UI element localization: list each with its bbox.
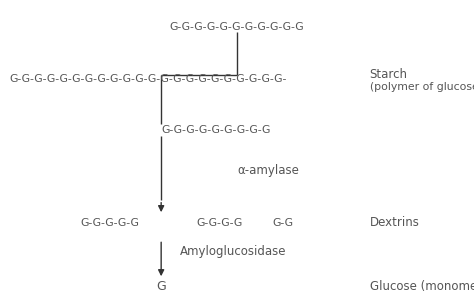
- Text: G-G: G-G: [273, 218, 293, 228]
- Text: G-G-G-G-G-G-G-G-G: G-G-G-G-G-G-G-G-G: [161, 125, 271, 135]
- Text: Dextrins: Dextrins: [370, 216, 419, 229]
- Text: α-amylase: α-amylase: [237, 164, 299, 177]
- Text: G: G: [156, 280, 166, 293]
- Text: Amyloglucosidase: Amyloglucosidase: [180, 245, 287, 258]
- Text: Starch: Starch: [370, 68, 408, 81]
- Text: G-G-G-G-G-G-G-G-G-G-G-G-G-G-G-G-G-G-G-G-G-G-: G-G-G-G-G-G-G-G-G-G-G-G-G-G-G-G-G-G-G-G-…: [9, 74, 287, 84]
- Text: Glucose (monomer): Glucose (monomer): [370, 280, 474, 293]
- Text: G-G-G-G-G-G-G-G-G-G-G: G-G-G-G-G-G-G-G-G-G-G: [170, 23, 304, 32]
- Text: G-G-G-G-G: G-G-G-G-G: [81, 218, 139, 228]
- Text: (polymer of glucose): (polymer of glucose): [370, 82, 474, 92]
- Text: G-G-G-G: G-G-G-G: [197, 218, 243, 228]
